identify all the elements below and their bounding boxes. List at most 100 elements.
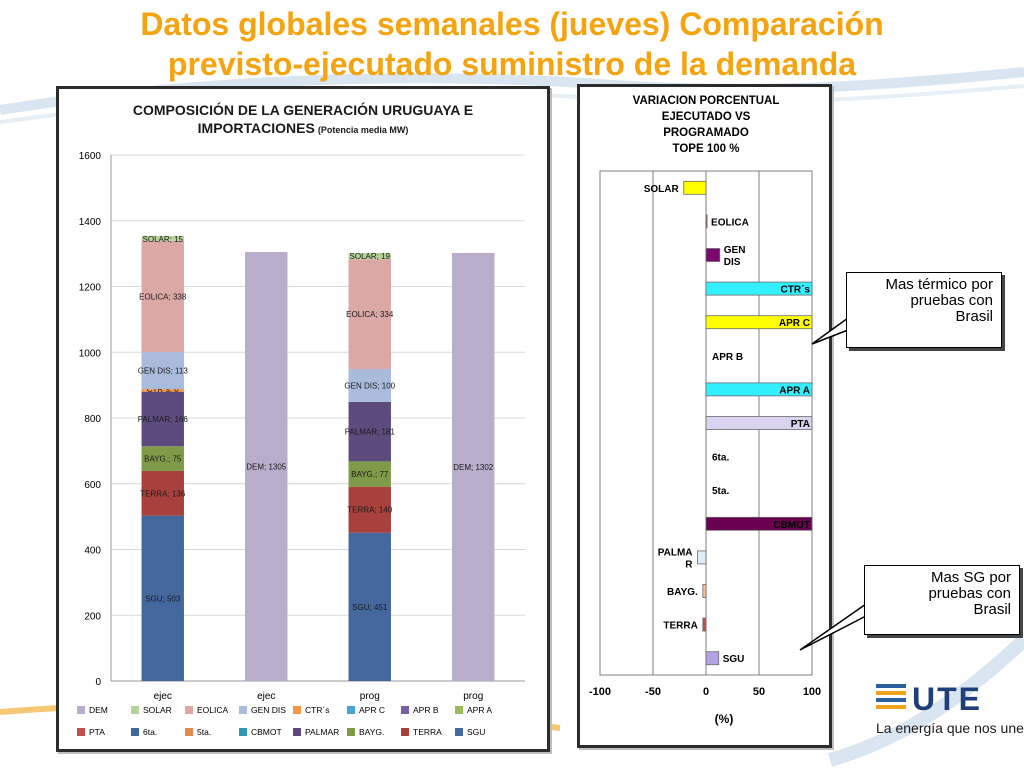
variation-row-apr-c: APR C bbox=[705, 315, 813, 329]
bar-segment-sgu bbox=[141, 515, 184, 681]
legend-label: SGU bbox=[467, 727, 485, 737]
x-tick-label: prog bbox=[360, 691, 380, 702]
variation-row-sgu: SGU bbox=[705, 651, 745, 666]
legend-label: APR A bbox=[467, 705, 492, 715]
variation-bar-palmar bbox=[697, 550, 707, 565]
legend-item-sgu: SGU bbox=[455, 727, 485, 737]
legend-label: 5ta. bbox=[197, 727, 211, 737]
bar-segment-palmar bbox=[141, 391, 184, 447]
variation-row-5ta: 5ta. bbox=[712, 486, 729, 497]
y-tick-label: 0 bbox=[95, 677, 101, 688]
data-label-bayg: BAYG.; 75 bbox=[144, 455, 182, 464]
variation-row-palmar: PALMA R bbox=[658, 547, 707, 570]
legend-item-apr-a: APR A bbox=[455, 705, 492, 715]
y-tick-label: 1000 bbox=[79, 348, 102, 359]
data-label-solar: SOLAR; 15 bbox=[143, 235, 184, 244]
x-tick-label: -50 bbox=[645, 686, 661, 698]
legend-swatch bbox=[131, 728, 139, 736]
data-label-ctr-s: CTR´s; 0 bbox=[147, 385, 180, 394]
category-label: BAYG. bbox=[667, 587, 698, 598]
variation-bar-sgu bbox=[705, 651, 720, 666]
data-label-solar: SOLAR; 19 bbox=[350, 252, 391, 261]
legend-item-apr-c: APR C bbox=[347, 705, 385, 715]
data-label-sgu: SGU; 503 bbox=[145, 594, 181, 603]
legend-label: 6ta. bbox=[143, 727, 157, 737]
legend-swatch bbox=[347, 706, 355, 714]
legend-item-apr-b: APR B bbox=[401, 705, 439, 715]
bar-segment-ctr-s bbox=[141, 389, 184, 392]
variation-bar-eolica bbox=[705, 214, 708, 229]
legend-item-dem: DEM bbox=[77, 705, 108, 715]
legend-label: GEN DIS bbox=[251, 705, 286, 715]
category-label: TERRA bbox=[663, 621, 697, 632]
category-label: CTR´s bbox=[781, 285, 811, 296]
legend-swatch bbox=[131, 706, 139, 714]
y-tick-label: 200 bbox=[84, 611, 101, 622]
chart-title-line: PROGRAMADO bbox=[663, 127, 749, 139]
legend-item-solar: SOLAR bbox=[131, 705, 172, 715]
x-tick-label: 100 bbox=[803, 686, 821, 698]
legend-label: EOLICA bbox=[197, 705, 229, 715]
legend-item-cbmot: CBMOT bbox=[239, 727, 282, 737]
legend-label: APR C bbox=[359, 705, 385, 715]
callout-thermal-line-3: Brasil bbox=[955, 308, 993, 325]
x-axis-ticks: -100 -50 0 50 100 bbox=[589, 686, 821, 698]
legend-label: PTA bbox=[89, 727, 105, 737]
bar-segment-bayg bbox=[141, 446, 184, 471]
legend-label: DEM bbox=[89, 705, 108, 715]
legend-swatch bbox=[455, 728, 463, 736]
chart-title: VARIACION PORCENTUAL EJECUTADO VS PROGRAMA… bbox=[633, 95, 780, 155]
variation-row-eolica: EOLICA bbox=[705, 214, 749, 229]
legend-label: PALMAR bbox=[305, 727, 339, 737]
legend-swatch bbox=[347, 728, 355, 736]
bar-segment-terra bbox=[348, 486, 391, 533]
category-label: SGU bbox=[723, 654, 745, 665]
variation-row-apr-a: APR A bbox=[705, 382, 813, 396]
variation-chart-panel: VARIACION PORCENTUAL EJECUTADO VS PROGRAMA… bbox=[577, 84, 832, 748]
legend-swatch bbox=[401, 706, 409, 714]
x-tick-label: 0 bbox=[703, 686, 709, 698]
legend-label: SOLAR bbox=[143, 705, 172, 715]
ute-logo: UTE bbox=[876, 681, 980, 716]
variation-row-apr-b: APR B bbox=[712, 352, 743, 363]
data-label-gen-dis: GEN DIS; 113 bbox=[138, 366, 189, 375]
bar-segment-solar bbox=[348, 252, 391, 260]
category-label: GEN DIS bbox=[724, 245, 746, 268]
chart-title-line: VARIACION PORCENTUAL bbox=[633, 95, 780, 107]
legend-label: CBMOT bbox=[251, 727, 282, 737]
bar-stack-4: DEM; 1302 bbox=[452, 252, 495, 681]
variation-bar-solar bbox=[683, 180, 707, 195]
data-label-dem: DEM; 1302 bbox=[453, 463, 494, 472]
x-tick-label: 50 bbox=[753, 686, 765, 698]
callout-sg-line-2: pruebas con bbox=[928, 585, 1011, 602]
bar-segment-sgu bbox=[348, 532, 391, 681]
bar-segment-gen-dis bbox=[348, 369, 391, 402]
legend-label: TERRA bbox=[413, 727, 442, 737]
legend-label: CTR´s bbox=[305, 705, 330, 715]
legend-swatch bbox=[77, 706, 85, 714]
legend-swatch bbox=[77, 728, 85, 736]
ute-tagline: La energía que nos une bbox=[876, 720, 1024, 736]
bar-stack-3: SGU; 451 TERRA; 140 BAYG.; 77 PALMAR; 181 GE… bbox=[344, 252, 396, 681]
category-label: PTA bbox=[791, 419, 810, 430]
legend-item-bayg: BAYG. bbox=[347, 727, 384, 737]
category-label: CBMOT bbox=[773, 520, 810, 531]
data-label-palmar: PALMAR; 166 bbox=[138, 415, 189, 424]
y-tick-label: 1400 bbox=[79, 217, 102, 228]
x-tick-label: prog bbox=[463, 691, 483, 702]
legend-item-eolica: EOLICA bbox=[185, 705, 229, 715]
category-label: APR B bbox=[712, 352, 743, 363]
legend-swatch bbox=[185, 728, 193, 736]
variation-row-solar: SOLAR bbox=[644, 180, 707, 195]
bar-segment-gen-dis bbox=[141, 351, 184, 390]
variation-horizontal-bar-chart: VARIACION PORCENTUAL EJECUTADO VS PROGRAMA… bbox=[589, 95, 821, 726]
legend-item-terra: TERRA bbox=[401, 727, 442, 737]
chart-title-line-1: COMPOSICIÓN DE LA GENERACIÓN URUGUAYA E bbox=[133, 101, 473, 118]
generation-chart-panel: COMPOSICIÓN DE LA GENERACIÓN URUGUAYA E … bbox=[56, 86, 550, 752]
legend-item-ctr-s: CTR´s bbox=[293, 705, 330, 715]
legend-item-5ta: 5ta. bbox=[185, 727, 211, 737]
category-label: APR A bbox=[779, 385, 810, 396]
callout-sg: Mas SG por pruebas con Brasil bbox=[864, 565, 1020, 635]
